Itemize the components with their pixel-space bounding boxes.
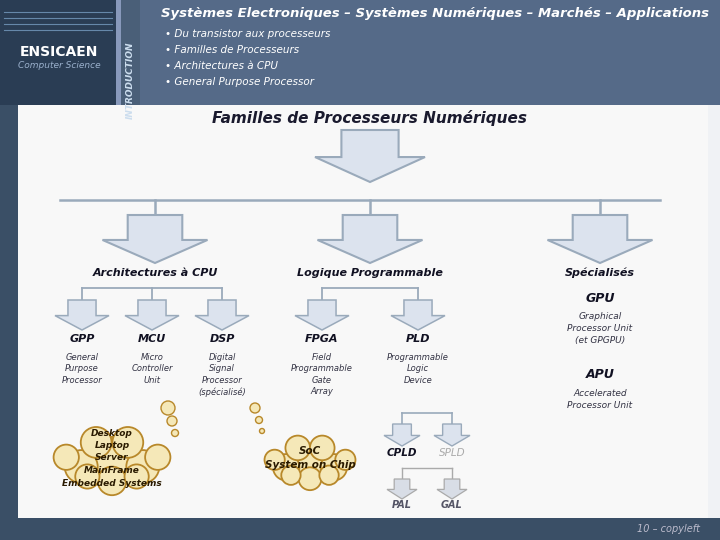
Circle shape	[320, 465, 338, 485]
Circle shape	[259, 429, 264, 434]
Text: • Du transistor aux processeurs: • Du transistor aux processeurs	[165, 29, 330, 39]
Circle shape	[112, 427, 143, 458]
Polygon shape	[384, 424, 420, 446]
Circle shape	[299, 467, 321, 490]
Text: SoC
System on Chip: SoC System on Chip	[265, 446, 356, 470]
Polygon shape	[318, 215, 423, 263]
Bar	[0, 105, 720, 540]
Polygon shape	[315, 130, 425, 182]
Text: Accelerated
Processor Unit: Accelerated Processor Unit	[567, 389, 633, 410]
Polygon shape	[295, 300, 349, 330]
Circle shape	[320, 454, 347, 481]
Text: MCU: MCU	[138, 334, 166, 344]
Circle shape	[65, 450, 98, 483]
Circle shape	[81, 427, 112, 458]
Bar	[0, 0, 720, 105]
Text: DSP: DSP	[210, 334, 235, 344]
Text: • General Purpose Processor: • General Purpose Processor	[165, 77, 314, 87]
Text: GPP: GPP	[69, 334, 95, 344]
Text: Digital
Signal
Processor
(spécialisé): Digital Signal Processor (spécialisé)	[198, 353, 246, 397]
Text: SPLD: SPLD	[438, 448, 465, 458]
Text: Logique Programmable: Logique Programmable	[297, 268, 443, 278]
Circle shape	[282, 465, 301, 485]
Polygon shape	[547, 215, 652, 263]
Text: 10 – copyleft: 10 – copyleft	[637, 524, 700, 534]
Bar	[0, 105, 18, 540]
Bar	[140, 0, 720, 105]
Circle shape	[89, 437, 135, 483]
Text: FPGA: FPGA	[305, 334, 338, 344]
Text: ENSICAEN: ENSICAEN	[20, 45, 98, 59]
Bar	[0, 518, 720, 540]
Circle shape	[264, 450, 285, 470]
Text: Familles de Processeurs Numériques: Familles de Processeurs Numériques	[212, 110, 528, 126]
Circle shape	[256, 416, 263, 423]
Polygon shape	[437, 479, 467, 499]
Circle shape	[167, 416, 177, 426]
Circle shape	[98, 467, 126, 495]
Polygon shape	[387, 479, 417, 499]
Bar	[0, 0, 118, 105]
Text: Architectures à CPU: Architectures à CPU	[92, 268, 217, 278]
Circle shape	[336, 450, 356, 470]
Bar	[18, 105, 708, 518]
Circle shape	[126, 450, 159, 483]
Text: • Architectures à CPU: • Architectures à CPU	[165, 61, 278, 71]
Text: General
Purpose
Processor: General Purpose Processor	[62, 353, 102, 385]
Text: PLD: PLD	[406, 334, 431, 344]
Text: GPU: GPU	[585, 292, 615, 305]
Polygon shape	[102, 215, 207, 263]
Polygon shape	[55, 300, 109, 330]
Text: Desktop
Laptop
Server
MainFrame
Embedded Systems: Desktop Laptop Server MainFrame Embedded…	[62, 429, 162, 488]
Circle shape	[273, 454, 300, 481]
Text: Computer Science: Computer Science	[18, 62, 100, 71]
Text: Systèmes Electroniques – Systèmes Numériques – Marchés – Applications: Systèmes Electroniques – Systèmes Numéri…	[161, 8, 709, 21]
Circle shape	[161, 401, 175, 415]
Circle shape	[53, 444, 79, 470]
Circle shape	[250, 403, 260, 413]
Text: Programmable
Logic
Device: Programmable Logic Device	[387, 353, 449, 385]
Text: Graphical
Processor Unit
(et GPGPU): Graphical Processor Unit (et GPGPU)	[567, 312, 633, 345]
Circle shape	[285, 436, 310, 460]
Polygon shape	[125, 300, 179, 330]
Circle shape	[76, 464, 99, 489]
Circle shape	[125, 464, 149, 489]
Text: CPLD: CPLD	[387, 448, 418, 458]
Text: Spécialisés: Spécialisés	[565, 268, 635, 278]
Circle shape	[171, 429, 179, 436]
Polygon shape	[195, 300, 249, 330]
Text: PAL: PAL	[392, 500, 412, 510]
Bar	[116, 0, 121, 105]
Text: • Familles de Processeurs: • Familles de Processeurs	[165, 45, 299, 55]
Text: Micro
Controller
Unit: Micro Controller Unit	[131, 353, 173, 385]
Text: APU: APU	[585, 368, 614, 381]
Text: GAL: GAL	[441, 500, 463, 510]
Circle shape	[292, 443, 328, 481]
Circle shape	[310, 436, 335, 460]
Text: INTRODUCTION: INTRODUCTION	[125, 41, 135, 119]
Polygon shape	[434, 424, 470, 446]
Circle shape	[145, 444, 171, 470]
Text: Field
Programmable
Gate
Array: Field Programmable Gate Array	[291, 353, 353, 396]
Polygon shape	[391, 300, 445, 330]
